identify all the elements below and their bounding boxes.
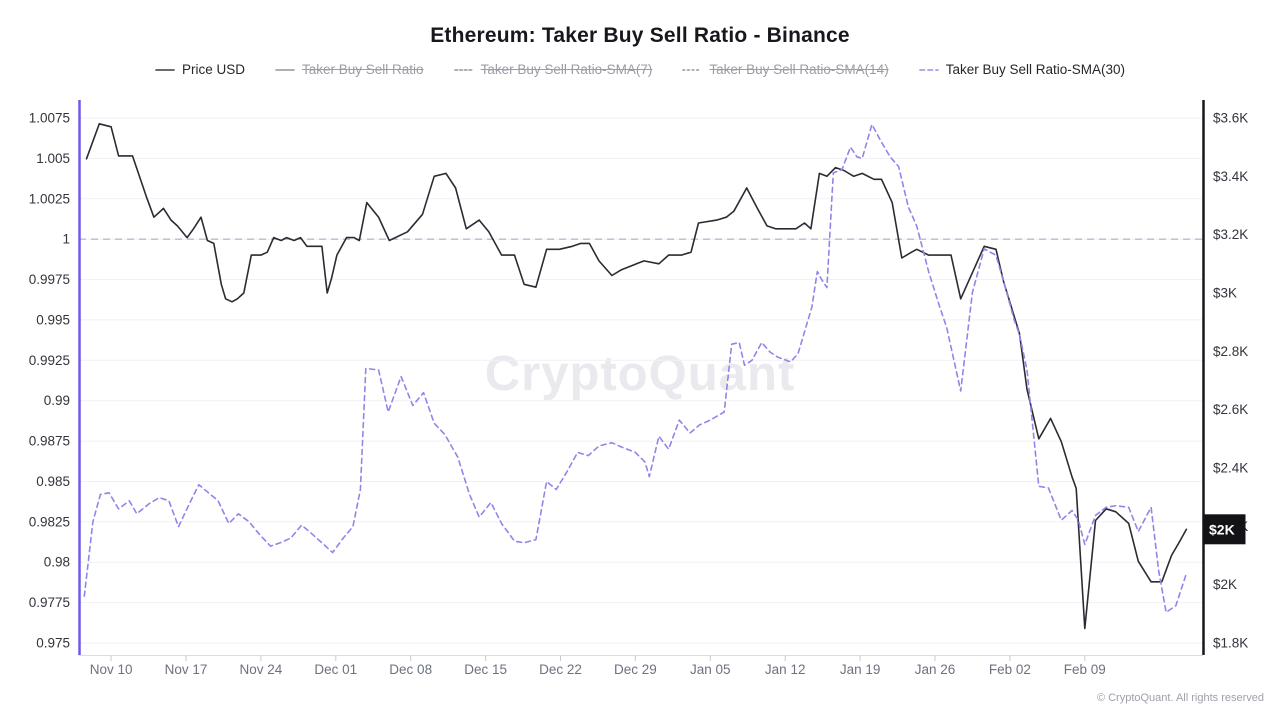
right-axis-tick-label: $2.4K: [1213, 461, 1248, 476]
legend-marker-icon: [275, 68, 295, 71]
copyright-text: © CryptoQuant. All rights reserved: [1096, 692, 1264, 704]
right-axis-tick-label: $3.6K: [1213, 111, 1248, 126]
left-axis-tick-label: 0.98: [44, 555, 70, 570]
left-axis-tick-label: 0.995: [36, 312, 70, 327]
legend-marker-icon: [453, 68, 474, 71]
legend-label: Price USD: [181, 62, 245, 77]
right-axis-tick-label: $3.2K: [1213, 227, 1248, 242]
legend-label: Taker Buy Sell Ratio: [302, 62, 424, 77]
legend-item-taker-buy-sell-ratio-sma-7-[interactable]: Taker Buy Sell Ratio-SMA(7): [453, 62, 653, 77]
left-axis-tick-label: 0.9775: [29, 595, 70, 610]
left-axis-tick-label: 1: [62, 232, 70, 247]
legend-item-taker-buy-sell-ratio-sma-14-[interactable]: Taker Buy Sell Ratio-SMA(14): [682, 62, 889, 77]
right-axis-tick-label: $1.8K: [1213, 636, 1248, 651]
legend-item-taker-buy-sell-ratio-sma-30-[interactable]: Taker Buy Sell Ratio-SMA(30): [918, 62, 1125, 77]
legend-marker-icon: [682, 68, 703, 71]
x-tick-label: Dec 08: [389, 662, 432, 677]
chart-title: Ethereum: Taker Buy Sell Ratio - Binance: [430, 24, 850, 47]
x-tick-label: Jan 26: [915, 662, 956, 677]
legend-marker-icon: [918, 68, 939, 71]
left-axis-tick-label: 0.9875: [29, 434, 70, 449]
legend-label: Taker Buy Sell Ratio-SMA(30): [945, 62, 1125, 77]
x-tick-label: Jan 05: [690, 662, 731, 677]
left-axis-tick-label: 1.005: [36, 151, 70, 166]
x-tick-label: Dec 15: [464, 662, 507, 677]
left-axis-tick-label: 0.99: [44, 393, 70, 408]
left-axis-tick-label: 0.9975: [29, 272, 70, 287]
last-price-badge: [1202, 514, 1246, 545]
x-tick-label: Nov 10: [90, 662, 133, 677]
right-axis-tick-label: $2.6K: [1213, 402, 1248, 417]
legend-item-price-usd[interactable]: Price USD: [155, 62, 245, 77]
left-axis-tick-label: 0.975: [36, 636, 70, 651]
legend: Price USD Taker Buy Sell Ratio Taker Buy S…: [0, 62, 1280, 77]
left-axis-tick-label: 0.9825: [29, 514, 70, 529]
x-tick-label: Dec 22: [539, 662, 582, 677]
right-axis-tick-label: $2.8K: [1213, 344, 1248, 359]
right-axis-tick-label: $3.4K: [1213, 169, 1248, 184]
left-axis-tick-label: 1.0025: [29, 191, 70, 206]
x-tick-label: Jan 12: [765, 662, 806, 677]
right-axis-tick-label: $3K: [1213, 286, 1237, 301]
last-price-badge-label: $2K: [1209, 521, 1235, 537]
x-tick-label: Dec 01: [314, 662, 357, 677]
left-axis-tick-label: 1.0075: [29, 111, 70, 126]
x-tick-label: Feb 09: [1064, 662, 1106, 677]
legend-marker-icon: [155, 68, 175, 71]
left-axis-tick-label: 0.985: [36, 474, 70, 489]
x-tick-label: Jan 19: [840, 662, 881, 677]
x-tick-label: Nov 24: [240, 662, 283, 677]
left-axis-tick-label: 0.9925: [29, 353, 70, 368]
legend-item-taker-buy-sell-ratio[interactable]: Taker Buy Sell Ratio: [275, 62, 424, 77]
legend-label: Taker Buy Sell Ratio-SMA(7): [480, 62, 653, 77]
x-tick-label: Dec 29: [614, 662, 657, 677]
series-line-price-usd: [85, 123, 1188, 630]
legend-label: Taker Buy Sell Ratio-SMA(14): [709, 62, 889, 77]
right-axis-tick-label: $2K: [1213, 577, 1237, 592]
x-tick-label: Feb 02: [989, 662, 1031, 677]
series-line-taker-buy-sell-ratio-sma-30-: [83, 123, 1188, 614]
x-tick-label: Nov 17: [165, 662, 208, 677]
